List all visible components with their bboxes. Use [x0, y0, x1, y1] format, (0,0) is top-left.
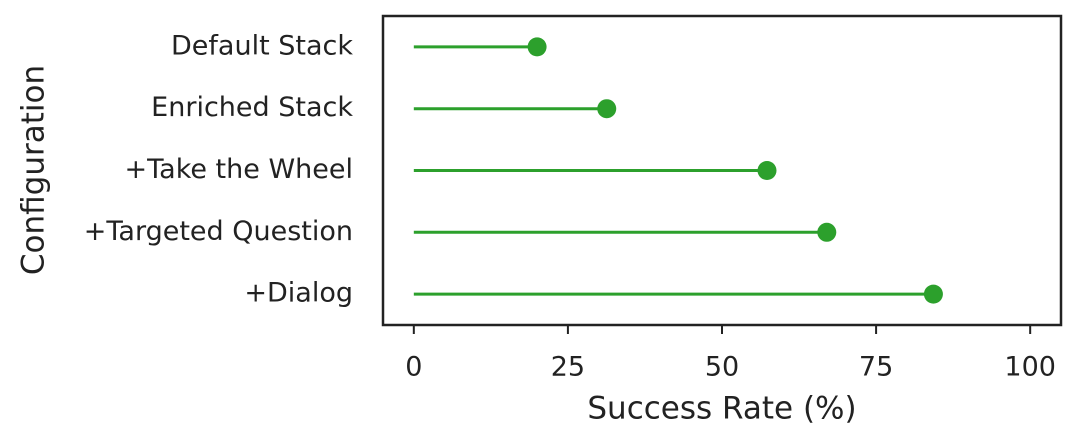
- dot: [757, 161, 777, 180]
- y-tick-label: +Take the Wheel: [125, 154, 354, 185]
- x-tick-label: 75: [859, 352, 893, 383]
- dot: [817, 222, 837, 242]
- dot: [923, 284, 943, 304]
- x-tick-label: 50: [705, 352, 739, 383]
- x-tick-label: 100: [1004, 352, 1056, 383]
- y-tick-label: Enriched Stack: [151, 92, 353, 123]
- y-tick-label: Default Stack: [171, 30, 353, 61]
- dot: [527, 37, 547, 57]
- x-axis-label: Success Rate (%): [587, 391, 856, 427]
- dot: [597, 99, 617, 119]
- x-tick-label: 25: [551, 352, 585, 383]
- y-tick-label: +Dialog: [244, 278, 353, 309]
- y-axis-label: Configuration: [16, 65, 52, 275]
- y-tick-label: +Targeted Question: [84, 216, 353, 247]
- x-tick-label: 0: [405, 352, 422, 383]
- plot-frame: [381, 14, 1063, 327]
